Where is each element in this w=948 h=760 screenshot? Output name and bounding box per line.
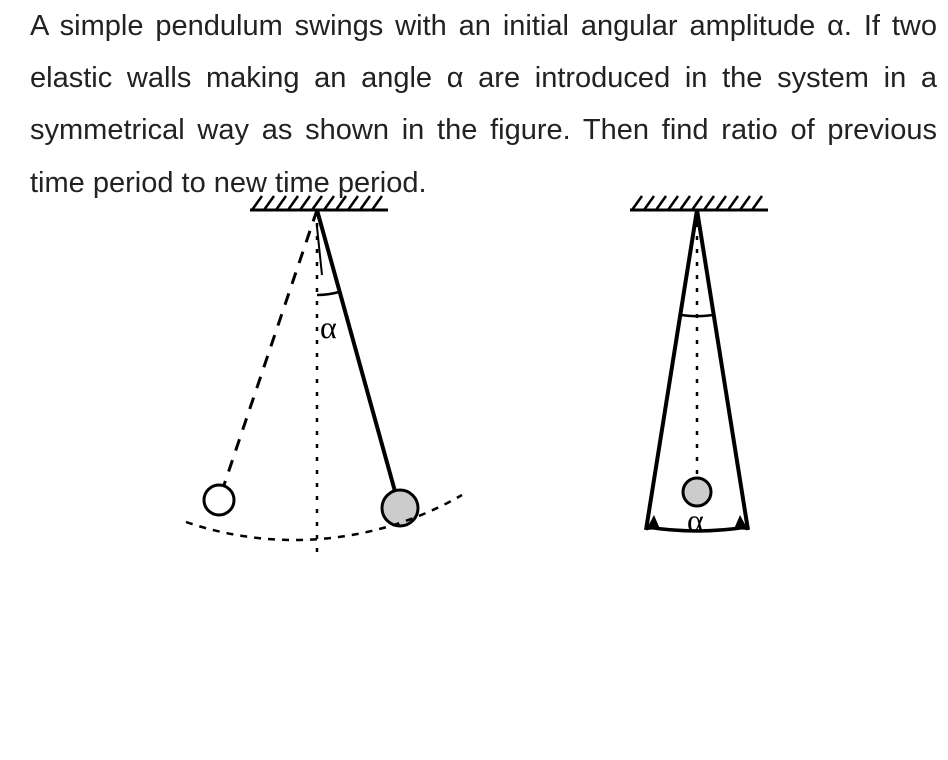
left-amplitude-line <box>222 210 317 491</box>
left-string <box>317 210 396 495</box>
left-angle-arc <box>317 292 339 295</box>
left-bob-main <box>382 490 418 526</box>
diagram-area <box>0 195 948 575</box>
alpha-label-bottom: α <box>687 502 704 539</box>
question-text: A simple pendulum swings with an initial… <box>30 0 937 209</box>
diagram-svg <box>0 195 948 755</box>
right-angle-arc <box>681 315 713 316</box>
left-bob-faded <box>204 485 234 515</box>
right-pendulum <box>630 196 768 531</box>
left-pendulum <box>186 196 462 553</box>
alpha-label-top: α <box>320 309 337 346</box>
